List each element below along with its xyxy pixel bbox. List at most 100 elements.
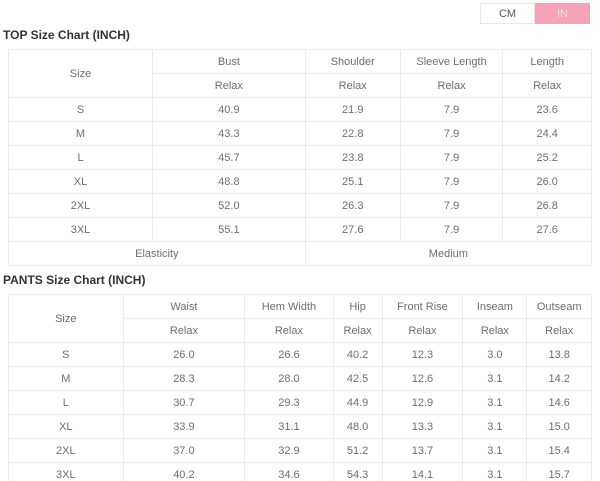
value-cell: 43.3 [152,121,306,146]
relax-subheader: Relax [332,318,383,343]
value-cell: 32.9 [244,438,334,463]
elasticity-value: Medium [304,241,593,266]
value-cell: 48.8 [152,169,306,194]
value-cell: 3.1 [462,414,528,439]
table-row: 3XL 40.2 34.6 54.3 14.1 3.1 15.7 [8,462,592,481]
value-cell: 55.1 [152,217,306,242]
size-cell: S [8,97,153,122]
table-row: L 30.7 29.3 44.9 12.9 3.1 14.6 [8,390,592,415]
value-cell: 3.1 [462,390,528,415]
size-cell: M [8,366,124,391]
pants-size-table: Size Waist Hem Width Hip Front Rise Inseam Out… [8,294,592,481]
size-cell: 3XL [8,217,153,242]
pants-chart-title: PANTS Size Chart (INCH) [3,273,146,287]
value-cell: 3.1 [462,462,528,481]
value-cell: 7.9 [399,97,504,122]
value-cell: 7.9 [399,169,504,194]
value-cell: 23.8 [304,145,401,170]
relax-subheader: Relax [381,318,464,343]
value-cell: 12.6 [381,366,464,391]
value-cell: 52.0 [152,193,306,218]
table-row: M 43.3 22.8 7.9 24.4 [8,121,592,146]
relax-subheader: Relax [502,73,592,98]
subheader-row: Relax Relax Relax Relax [9,73,592,98]
table-row: S 40.9 21.9 7.9 23.6 [8,97,592,122]
value-cell: 7.9 [399,121,504,146]
elasticity-label: Elasticity [8,241,306,266]
size-cell: 2XL [8,193,153,218]
value-cell: 48.0 [332,414,383,439]
value-cell: 40.2 [122,462,246,481]
size-column-header: Size [8,49,153,98]
table-row: S 26.0 26.6 40.2 12.3 3.0 13.8 [8,342,592,367]
column-header: Bust [152,49,306,74]
value-cell: 26.0 [502,169,592,194]
value-cell: 31.1 [244,414,334,439]
value-cell: 40.9 [152,97,306,122]
value-cell: 23.6 [502,97,592,122]
relax-subheader: Relax [152,73,306,98]
value-cell: 27.6 [502,217,592,242]
value-cell: 22.8 [304,121,401,146]
value-cell: 21.9 [304,97,401,122]
relax-subheader: Relax [122,318,246,343]
value-cell: 34.6 [244,462,334,481]
column-header: Shoulder [304,49,401,74]
value-cell: 7.9 [399,193,504,218]
value-cell: 26.0 [122,342,246,367]
table-row: M 28.3 28.0 42.5 12.6 3.1 14.2 [8,366,592,391]
value-cell: 13.7 [381,438,464,463]
value-cell: 54.3 [332,462,383,481]
relax-subheader: Relax [244,318,334,343]
table-row: L 45.7 23.8 7.9 25.2 [8,145,592,170]
value-cell: 33.9 [122,414,246,439]
top-chart-title: TOP Size Chart (INCH) [3,28,130,42]
size-cell: S [8,342,124,367]
value-cell: 3.1 [462,438,528,463]
header-row: Size Bust Shoulder Sleeve Length Length [8,49,592,98]
unit-toggle: CM IN [0,0,600,24]
header-row: Size Waist Hem Width Hip Front Rise Inseam Out… [8,294,592,343]
table-row: 3XL 55.1 27.6 7.9 27.6 [8,217,592,242]
value-cell: 44.9 [332,390,383,415]
value-cell: 25.1 [304,169,401,194]
value-cell: 29.3 [244,390,334,415]
value-cell: 28.3 [122,366,246,391]
value-cell: 45.7 [152,145,306,170]
table-row: XL 48.8 25.1 7.9 26.0 [8,169,592,194]
table-row: 2XL 37.0 32.9 51.2 13.7 3.1 15.4 [8,438,592,463]
value-cell: 51.2 [332,438,383,463]
value-cell: 13.3 [381,414,464,439]
column-header: Inseam [462,294,528,319]
size-cell: 3XL [8,462,124,481]
in-unit-button-active[interactable]: IN [535,3,590,24]
value-cell: 12.3 [381,342,464,367]
value-cell: 37.0 [122,438,246,463]
value-cell: 42.5 [332,366,383,391]
column-header: Front Rise [381,294,464,319]
value-cell: 15.4 [526,438,592,463]
value-cell: 15.0 [526,414,592,439]
size-column-header: Size [8,294,124,343]
size-cell: L [8,145,153,170]
value-cell: 26.3 [304,193,401,218]
column-header: Waist [122,294,246,319]
size-cell: L [8,390,124,415]
value-cell: 12.9 [381,390,464,415]
relax-subheader: Relax [462,318,528,343]
value-cell: 15.7 [526,462,592,481]
value-cell: 26.8 [502,193,592,218]
value-cell: 30.7 [122,390,246,415]
column-header: Length [502,49,592,74]
cm-unit-button[interactable]: CM [480,3,535,24]
size-cell: XL [8,414,124,439]
top-size-table: Size Bust Shoulder Sleeve Length Length Relax… [8,49,593,266]
relax-subheader: Relax [304,73,401,98]
size-cell: XL [8,169,153,194]
size-cell: 2XL [8,438,124,463]
value-cell: 13.8 [526,342,592,367]
column-header: Hem Width [244,294,334,319]
value-cell: 14.1 [381,462,464,481]
column-header: Outseam [526,294,592,319]
value-cell: 3.1 [462,366,528,391]
